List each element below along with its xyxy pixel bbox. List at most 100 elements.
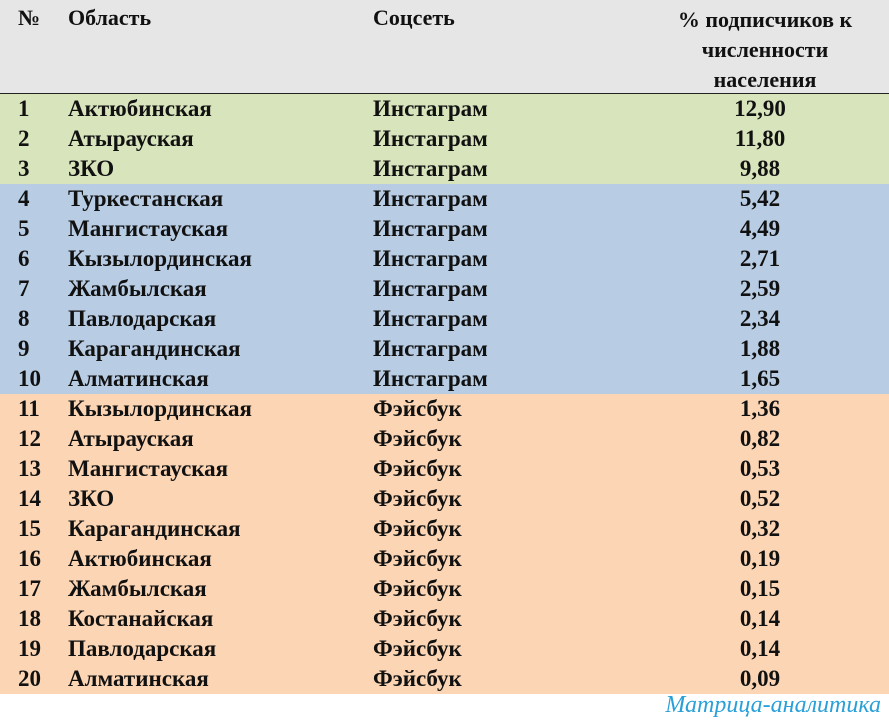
row-region: Костанайская bbox=[68, 606, 214, 631]
row-value: 1,65 bbox=[739, 366, 781, 391]
row-network: Фэйсбук bbox=[373, 516, 462, 541]
row-value: 11,80 bbox=[734, 126, 786, 151]
watermark-text: Матрица-аналитика bbox=[665, 692, 881, 718]
row-region: Павлодарская bbox=[68, 306, 217, 331]
row-region: Мангистауская bbox=[68, 456, 229, 481]
row-number: 2 bbox=[18, 126, 30, 151]
row-number: 19 bbox=[18, 636, 41, 661]
row-network: Фэйсбук bbox=[373, 666, 462, 691]
row-network: Инстаграм bbox=[373, 246, 488, 271]
table-row: 3 ЗКО Инстаграм 9,88 bbox=[0, 154, 889, 184]
table-row: 6 Кызылординская Инстаграм 2,71 bbox=[0, 244, 889, 274]
header-percent-line3: населения bbox=[713, 67, 817, 92]
row-value: 0,32 bbox=[739, 516, 781, 541]
table-row: 4 Туркестанская Инстаграм 5,42 bbox=[0, 184, 889, 214]
row-region: Атырауская bbox=[68, 426, 194, 451]
row-number: 7 bbox=[18, 276, 30, 301]
row-network: Инстаграм bbox=[373, 156, 488, 181]
row-network: Инстаграм bbox=[373, 336, 488, 361]
row-value: 0,52 bbox=[739, 486, 781, 511]
table-row: 15 Карагандинская Фэйсбук 0,32 bbox=[0, 514, 889, 544]
row-region: Карагандинская bbox=[68, 336, 241, 361]
table-row: 1 Актюбинская Инстаграм 12,90 bbox=[0, 94, 889, 124]
row-value: 2,59 bbox=[739, 276, 781, 301]
row-network: Инстаграм bbox=[373, 366, 488, 391]
row-network: Фэйсбук bbox=[373, 396, 462, 421]
row-value: 2,34 bbox=[739, 306, 781, 331]
table-row: 12 Атырауская Фэйсбук 0,82 bbox=[0, 424, 889, 454]
row-network: Инстаграм bbox=[373, 186, 488, 211]
row-number: 5 bbox=[18, 216, 30, 241]
row-number: 10 bbox=[18, 366, 41, 391]
header-percent-line2: численности bbox=[701, 37, 829, 62]
row-number: 9 bbox=[18, 336, 30, 361]
row-network: Инстаграм bbox=[373, 216, 488, 241]
table-body: 1 Актюбинская Инстаграм 12,90 2 Атырауск… bbox=[0, 94, 889, 694]
row-region: Павлодарская bbox=[68, 636, 217, 661]
header-network: Соцсеть bbox=[373, 5, 455, 30]
row-value: 0,14 bbox=[739, 606, 781, 631]
row-network: Инстаграм bbox=[373, 96, 488, 121]
row-value: 2,71 bbox=[739, 246, 781, 271]
row-region: Карагандинская bbox=[68, 516, 241, 541]
ranking-table: № Область Соцсеть % подписчиков к числен… bbox=[0, 0, 889, 694]
row-value: 0,82 bbox=[739, 426, 781, 451]
row-region: ЗКО bbox=[68, 486, 115, 511]
table-header: № Область Соцсеть % подписчиков к числен… bbox=[0, 0, 889, 94]
row-region: Мангистауская bbox=[68, 216, 229, 241]
row-value: 0,53 bbox=[739, 456, 781, 481]
header-region: Область bbox=[68, 5, 152, 30]
header-percent: % подписчиков к численности населения bbox=[620, 5, 889, 95]
header-percent-line1: % подписчиков к bbox=[677, 7, 853, 32]
row-number: 6 bbox=[18, 246, 30, 271]
row-network: Инстаграм bbox=[373, 306, 488, 331]
row-number: 12 bbox=[18, 426, 41, 451]
row-number: 13 bbox=[18, 456, 41, 481]
row-value: 0,09 bbox=[739, 666, 781, 691]
table-row: 9 Карагандинская Инстаграм 1,88 bbox=[0, 334, 889, 364]
table-row: 20 Алматинская Фэйсбук 0,09 bbox=[0, 664, 889, 694]
row-region: Жамбылская bbox=[68, 576, 207, 601]
row-value: 1,88 bbox=[739, 336, 781, 361]
row-value: 0,19 bbox=[739, 546, 781, 571]
row-number: 8 bbox=[18, 306, 30, 331]
row-region: Алматинская bbox=[68, 666, 209, 691]
table-row: 17 Жамбылская Фэйсбук 0,15 bbox=[0, 574, 889, 604]
table-row: 2 Атырауская Инстаграм 11,80 bbox=[0, 124, 889, 154]
row-network: Фэйсбук bbox=[373, 546, 462, 571]
row-region: Актюбинская bbox=[68, 96, 212, 121]
row-number: 18 bbox=[18, 606, 41, 631]
row-value: 5,42 bbox=[739, 186, 781, 211]
table-row: 8 Павлодарская Инстаграм 2,34 bbox=[0, 304, 889, 334]
row-number: 17 bbox=[18, 576, 41, 601]
table-row: 19 Павлодарская Фэйсбук 0,14 bbox=[0, 634, 889, 664]
row-number: 15 bbox=[18, 516, 41, 541]
row-network: Инстаграм bbox=[373, 276, 488, 301]
row-value: 0,15 bbox=[739, 576, 781, 601]
row-region: Кызылординская bbox=[68, 396, 252, 421]
row-region: Туркестанская bbox=[68, 186, 224, 211]
row-network: Фэйсбук bbox=[373, 456, 462, 481]
row-network: Инстаграм bbox=[373, 126, 488, 151]
table-row: 13 Мангистауская Фэйсбук 0,53 bbox=[0, 454, 889, 484]
row-value: 0,14 bbox=[739, 636, 781, 661]
row-number: 20 bbox=[18, 666, 41, 691]
row-network: Фэйсбук bbox=[373, 576, 462, 601]
row-number: 11 bbox=[18, 396, 40, 421]
table-row: 18 Костанайская Фэйсбук 0,14 bbox=[0, 604, 889, 634]
row-value: 4,49 bbox=[739, 216, 781, 241]
row-network: Фэйсбук bbox=[373, 606, 462, 631]
row-value: 12,90 bbox=[734, 96, 786, 121]
table-row: 16 Актюбинская Фэйсбук 0,19 bbox=[0, 544, 889, 574]
row-network: Фэйсбук bbox=[373, 486, 462, 511]
table-row: 11 Кызылординская Фэйсбук 1,36 bbox=[0, 394, 889, 424]
row-region: Кызылординская bbox=[68, 246, 252, 271]
row-network: Фэйсбук bbox=[373, 636, 462, 661]
row-number: 3 bbox=[18, 156, 30, 181]
row-value: 9,88 bbox=[739, 156, 781, 181]
table-row: 5 Мангистауская Инстаграм 4,49 bbox=[0, 214, 889, 244]
row-region: Алматинская bbox=[68, 366, 209, 391]
table-row: 7 Жамбылская Инстаграм 2,59 bbox=[0, 274, 889, 304]
row-number: 16 bbox=[18, 546, 41, 571]
row-region: Актюбинская bbox=[68, 546, 212, 571]
